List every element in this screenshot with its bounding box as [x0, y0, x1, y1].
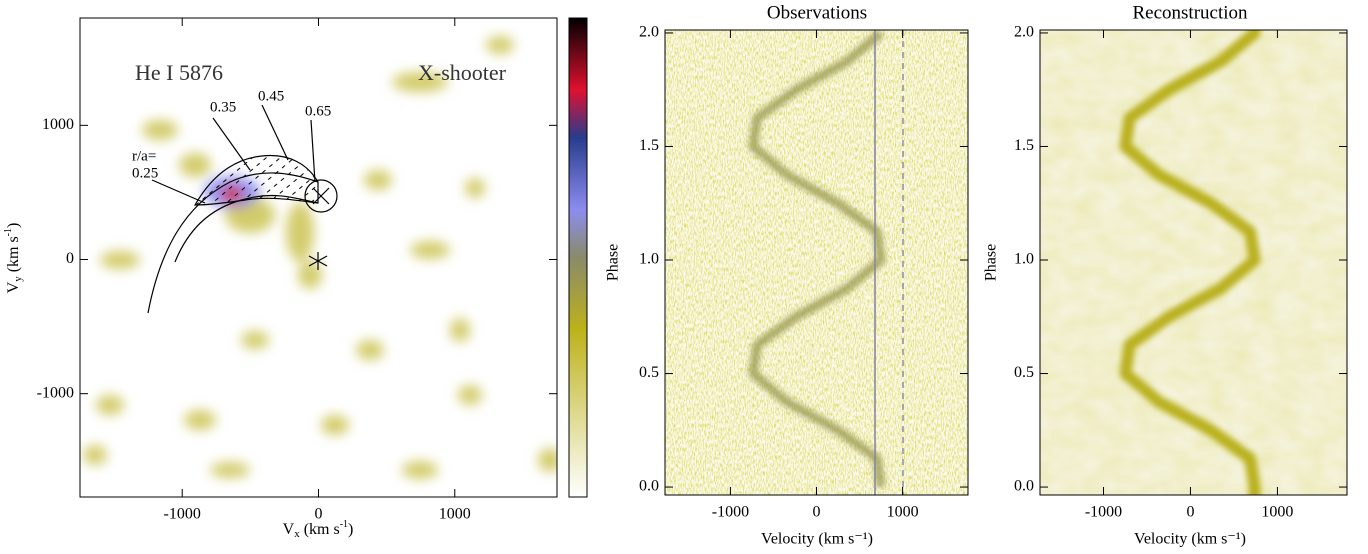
- observations-image: [665, 30, 968, 495]
- label-part: V: [283, 521, 295, 538]
- y-tick-label: 1000: [42, 116, 74, 133]
- y-tick-label: 1.0: [1014, 251, 1034, 268]
- label-part: ): [348, 521, 353, 538]
- x-tick-label: 0: [813, 504, 821, 521]
- label-part: (km s: [300, 521, 340, 538]
- x-tick-label: 1000: [887, 504, 919, 521]
- annotation: He I 5876: [135, 60, 223, 85]
- x-tick-label: 0: [1186, 504, 1194, 521]
- y-tick-label: 0.5: [1014, 364, 1034, 381]
- x-tick-label: -1000: [1085, 504, 1122, 521]
- label-part: V: [5, 281, 22, 293]
- annotation: 0.65: [305, 103, 331, 119]
- y-tick-label: 0.5: [639, 364, 659, 381]
- x-tick-label: -1000: [712, 504, 749, 521]
- tomogram-image: [83, 36, 557, 479]
- label-sup: -1: [3, 228, 14, 236]
- x-axis-label: Velocity (km s⁻¹): [761, 531, 873, 548]
- y-tick-label: 2.0: [639, 24, 659, 41]
- reconstruction-image: [1040, 30, 1347, 495]
- x-tick-label: 1000: [439, 506, 471, 523]
- y-tick-label: 1.5: [639, 137, 659, 154]
- y-tick-label: 2.0: [1014, 24, 1034, 41]
- colorbar: [568, 17, 588, 498]
- annotation: 0.35: [210, 99, 236, 115]
- axes-frame: [1039, 29, 1348, 496]
- x-tick-label: 0: [315, 506, 323, 523]
- x-axis-label: Velocity (km s⁻¹): [1134, 531, 1246, 548]
- y-tick-label: 0.0: [639, 478, 659, 495]
- chart-title: Reconstruction: [1132, 2, 1248, 23]
- y-tick-label: 0: [66, 250, 74, 267]
- y-tick-label: 1.5: [1014, 137, 1034, 154]
- annotation: 0.25: [132, 165, 158, 181]
- y-tick-label: 0.0: [1014, 478, 1034, 495]
- y-axis-label: Phase: [983, 244, 1000, 281]
- annotation: 0.45: [258, 88, 284, 104]
- label-part: (km s: [5, 236, 22, 276]
- y-tick-label: -1000: [37, 384, 74, 401]
- y-tick-label: 1.0: [639, 251, 659, 268]
- x-axis-label: Vx (km s-1): [283, 519, 354, 539]
- label-sub: x: [294, 528, 300, 540]
- chart-title: Observations: [767, 2, 867, 23]
- stream-overlay: [147, 104, 338, 314]
- x-tick-label: 1000: [1261, 504, 1293, 521]
- label-sub: y: [12, 276, 24, 282]
- label-sup: -1: [340, 519, 348, 530]
- y-axis-label: Vy (km s-1): [3, 223, 23, 294]
- label-part: ): [5, 223, 22, 228]
- annotation: r/a=: [132, 148, 156, 164]
- annotation: X-shooter: [418, 60, 507, 85]
- y-axis-label: Phase: [605, 244, 622, 281]
- x-tick-label: -1000: [164, 506, 201, 523]
